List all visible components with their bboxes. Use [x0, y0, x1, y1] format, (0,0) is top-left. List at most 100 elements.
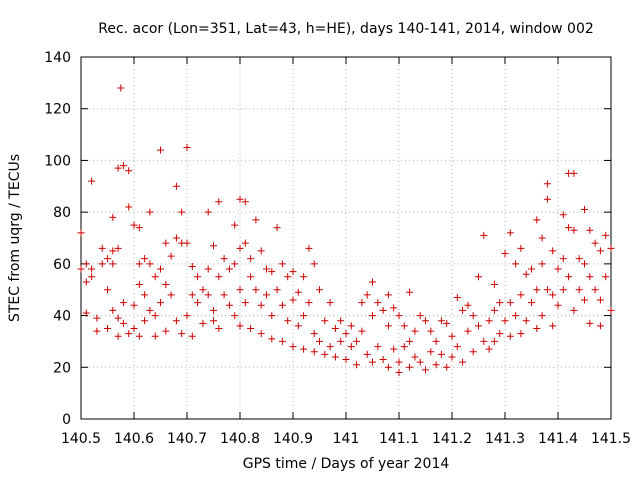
data-point	[130, 221, 138, 229]
data-point	[596, 296, 604, 304]
data-point	[284, 317, 292, 325]
data-point	[374, 299, 382, 307]
data-point	[109, 213, 117, 221]
data-point	[422, 366, 429, 374]
data-point	[88, 273, 96, 281]
data-point	[437, 350, 445, 358]
x-axis-title: GPS time / Days of year 2014	[243, 456, 450, 472]
data-point	[406, 337, 414, 345]
x-tick-label: 141.5	[591, 431, 631, 447]
data-point	[506, 299, 514, 307]
data-point	[607, 244, 615, 252]
data-point	[342, 356, 350, 364]
data-point	[575, 286, 583, 294]
data-point	[252, 216, 260, 224]
data-point	[406, 363, 414, 371]
data-point	[183, 144, 191, 151]
data-point	[596, 322, 604, 330]
data-point	[300, 273, 308, 281]
data-point	[289, 268, 297, 276]
data-point	[528, 299, 535, 307]
data-point	[554, 265, 562, 273]
data-point	[236, 286, 244, 294]
data-point	[225, 265, 233, 273]
y-tick-label: 140	[44, 50, 71, 66]
data-point	[570, 169, 578, 177]
data-point	[506, 332, 514, 340]
data-point	[528, 265, 535, 273]
data-point	[88, 265, 96, 273]
y-tick-label: 20	[53, 360, 71, 376]
data-point	[257, 247, 265, 255]
data-point	[294, 288, 302, 296]
data-point	[289, 296, 297, 304]
data-point	[278, 301, 286, 309]
data-point	[374, 343, 382, 351]
data-point	[268, 268, 276, 276]
data-point	[316, 286, 323, 294]
data-point	[517, 244, 525, 252]
data-point	[172, 182, 180, 190]
data-point	[119, 319, 127, 327]
data-point	[496, 299, 504, 307]
data-point	[559, 211, 567, 219]
data-point	[117, 84, 125, 92]
data-point	[326, 299, 334, 307]
data-point	[162, 239, 170, 247]
data-point	[390, 304, 398, 312]
data-point	[326, 343, 334, 351]
data-point	[141, 317, 149, 325]
data-point	[125, 330, 133, 338]
data-point	[263, 265, 270, 273]
data-point	[379, 306, 387, 314]
axis-ticks: 0 20 40 60 80 100 120 140 140.5 140.6 140.7 140.8 14…	[44, 50, 631, 447]
data-point	[432, 337, 440, 345]
data-point	[316, 337, 323, 345]
x-tick-label: 140.7	[167, 431, 207, 447]
data-point	[220, 255, 228, 263]
data-point	[278, 260, 286, 268]
data-point	[82, 260, 90, 268]
data-point	[538, 260, 546, 268]
data-point	[565, 273, 573, 281]
data-point	[77, 265, 85, 273]
data-points	[77, 84, 615, 376]
data-point	[98, 260, 106, 268]
data-point	[522, 317, 530, 325]
data-point	[268, 335, 276, 343]
data-point	[554, 301, 562, 309]
data-point	[194, 273, 202, 281]
data-point	[225, 301, 233, 309]
data-point	[119, 299, 127, 307]
data-point	[135, 224, 143, 232]
data-point	[82, 309, 90, 317]
data-point	[443, 363, 451, 371]
data-point	[321, 317, 329, 325]
data-point	[204, 265, 212, 273]
data-point	[501, 317, 509, 325]
data-point	[247, 325, 255, 332]
data-point	[210, 242, 217, 250]
data-point	[109, 260, 117, 268]
data-point	[130, 301, 138, 309]
data-point	[257, 330, 265, 338]
data-point	[300, 345, 308, 353]
x-tick-label: 140.6	[114, 431, 154, 447]
data-point	[278, 337, 286, 345]
data-point	[347, 322, 355, 330]
data-point	[437, 317, 445, 325]
data-point	[475, 322, 482, 330]
data-point	[416, 358, 424, 366]
data-point	[157, 299, 164, 307]
data-point	[543, 180, 551, 188]
data-point	[538, 234, 546, 242]
data-point	[469, 312, 477, 320]
data-point	[305, 244, 313, 252]
data-point	[257, 301, 265, 309]
data-point	[167, 291, 175, 299]
y-tick-label: 120	[44, 102, 71, 118]
chart-title: Rec. acor (Lon=351, Lat=43, h=HE), days …	[98, 21, 594, 37]
data-point	[453, 343, 461, 351]
data-point	[236, 244, 244, 252]
